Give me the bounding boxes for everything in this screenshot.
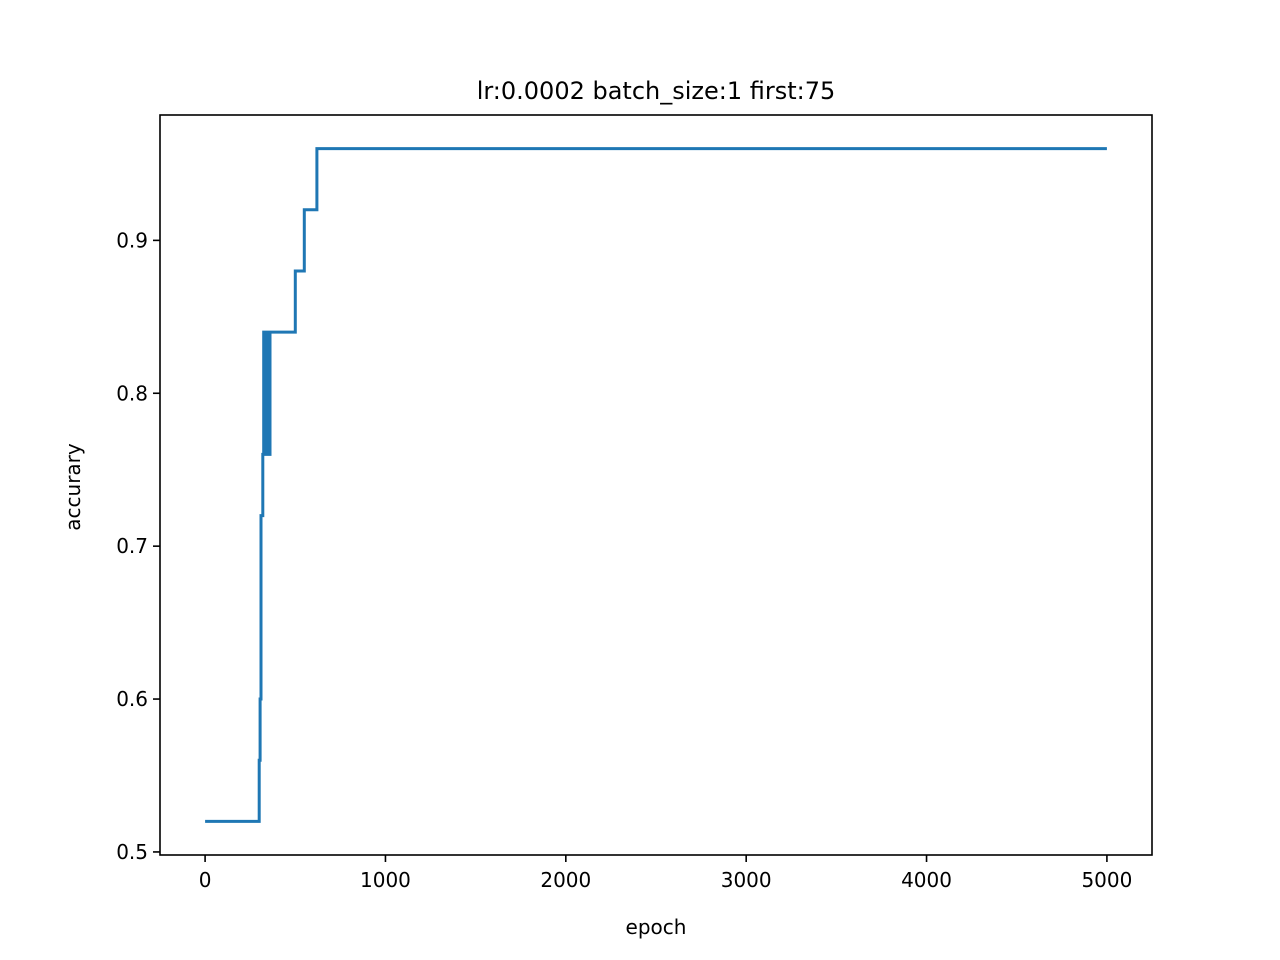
- y-tick-label: 0.8: [116, 381, 148, 405]
- x-tick-label: 4000: [901, 868, 952, 892]
- x-tick-label: 1000: [360, 868, 411, 892]
- y-tick-label: 0.6: [116, 687, 148, 711]
- series-line-0: [205, 147, 1107, 823]
- plot-frame: [159, 114, 1153, 856]
- x-axis: 0 1000 2000 3000 4000 5000: [199, 855, 1132, 892]
- chart-title: lr:0.0002 batch_size:1 first:75: [477, 77, 836, 105]
- y-axis: 0.5 0.6 0.7 0.8 0.9: [116, 228, 160, 864]
- y-axis-label: accurary: [61, 443, 85, 531]
- x-tick-label: 2000: [540, 868, 591, 892]
- x-tick-label: 5000: [1081, 868, 1132, 892]
- x-axis-label: epoch: [626, 915, 687, 939]
- plot-area: [159, 114, 1153, 856]
- x-tick-label: 3000: [721, 868, 772, 892]
- x-tick-label: 0: [199, 868, 212, 892]
- y-tick-label: 0.7: [116, 534, 148, 558]
- y-tick-label: 0.9: [116, 228, 148, 252]
- y-tick-label: 0.5: [116, 840, 148, 864]
